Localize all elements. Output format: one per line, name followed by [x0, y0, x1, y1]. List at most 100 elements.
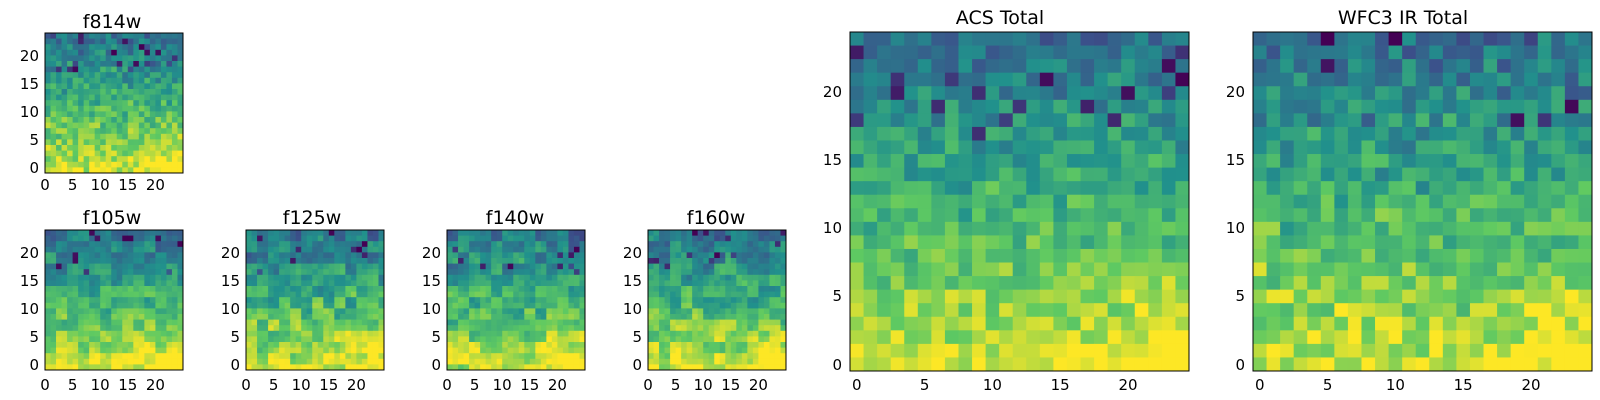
heatmap-cell — [1080, 248, 1095, 263]
heatmap-cell — [1469, 126, 1484, 141]
heatmap-cell — [284, 263, 291, 270]
heatmap-cell — [1307, 276, 1322, 291]
heatmap-cell — [301, 336, 308, 343]
x-tick-label: 10 — [1386, 376, 1405, 394]
heatmap-cell — [1510, 113, 1525, 128]
heatmap-cell — [774, 319, 781, 326]
heatmap-cell — [345, 269, 352, 276]
heatmap-cell — [1483, 140, 1498, 155]
x-tick-label: 0 — [852, 376, 862, 394]
heatmap-cell — [56, 286, 62, 292]
heatmap-cell — [1053, 86, 1068, 101]
heatmap-cell — [681, 274, 688, 281]
heatmap-cell — [45, 122, 51, 129]
heatmap-cell — [67, 61, 73, 67]
heatmap-cell — [944, 248, 959, 263]
heatmap-cell — [50, 33, 57, 39]
heatmap-cell — [1121, 72, 1136, 87]
heatmap-cell — [116, 364, 123, 371]
heatmap-cell — [133, 139, 140, 146]
heatmap-cell — [177, 89, 184, 95]
heatmap-cell — [1537, 289, 1552, 304]
heatmap-cell — [664, 353, 671, 360]
heatmap-cell — [1415, 262, 1430, 277]
y-tick-label: 20 — [1226, 83, 1245, 101]
heatmap-cell — [378, 280, 385, 287]
heatmap-cell — [1280, 86, 1295, 101]
heatmap-cell — [89, 89, 96, 95]
heatmap-cell — [890, 303, 905, 318]
heatmap-cell — [703, 342, 710, 348]
heatmap-cell — [546, 325, 553, 332]
heatmap-cell — [1161, 208, 1176, 223]
heatmap-cell — [703, 336, 710, 343]
heatmap-cell — [78, 308, 85, 315]
heatmap-cell — [562, 358, 569, 365]
y-tick-label: 15 — [20, 272, 39, 290]
heatmap-cell — [138, 150, 145, 157]
heatmap-cell — [350, 286, 357, 292]
heatmap-cell — [56, 33, 62, 39]
heatmap-cell — [1524, 45, 1539, 60]
heatmap-cell — [372, 347, 379, 354]
heatmap-cell — [122, 100, 129, 107]
heatmap-cell — [518, 274, 525, 281]
heatmap-cell — [56, 83, 62, 90]
heatmap-cell — [719, 347, 726, 354]
y-tick-label: 0 — [230, 356, 240, 374]
heatmap-cell — [78, 258, 85, 264]
heatmap-cell — [1551, 72, 1566, 87]
heatmap-cell — [469, 291, 475, 298]
heatmap-cell — [166, 314, 173, 320]
heatmap-cell — [1497, 289, 1512, 304]
heatmap-cell — [1039, 167, 1054, 182]
heatmap-cell — [568, 330, 575, 337]
heatmap-cell — [653, 336, 660, 343]
heatmap-cell — [1564, 221, 1579, 236]
heatmap-cell — [133, 117, 140, 123]
heatmap-cell — [474, 353, 481, 360]
heatmap-cell — [529, 347, 536, 354]
heatmap-cell — [111, 145, 118, 151]
heatmap-cell — [177, 325, 184, 332]
heatmap-cell — [301, 241, 308, 248]
heatmap-cell — [1161, 126, 1176, 141]
heatmap-cell — [1121, 167, 1136, 182]
heatmap-cell — [56, 133, 62, 140]
heatmap-cell — [89, 49, 96, 56]
heatmap-cell — [551, 263, 558, 270]
heatmap-cell — [1266, 343, 1281, 358]
heatmap-cell — [350, 364, 357, 371]
heatmap-cell — [67, 33, 73, 39]
heatmap-cell — [50, 55, 57, 62]
heatmap-cell — [452, 269, 459, 276]
heatmap-cell — [268, 342, 274, 348]
heatmap-cell — [675, 364, 682, 371]
heatmap-cell — [301, 263, 308, 270]
heatmap-cell — [138, 302, 145, 309]
heatmap-cell — [345, 302, 352, 309]
heatmap-cell — [551, 286, 558, 292]
heatmap-cell — [769, 280, 776, 287]
heatmap-cell — [144, 241, 151, 248]
heatmap-cell — [1578, 32, 1593, 46]
heatmap-cell — [144, 105, 151, 112]
heatmap-cell — [1510, 126, 1525, 141]
heatmap-cell — [268, 319, 274, 326]
heatmap-cell — [1080, 343, 1095, 358]
heatmap-cell — [257, 336, 263, 343]
heatmap-cell — [166, 122, 173, 129]
heatmap-cell — [877, 289, 892, 304]
heatmap-cell — [83, 274, 90, 281]
heatmap-cell — [917, 316, 932, 331]
heatmap-cell — [171, 139, 178, 146]
heatmap-cell — [692, 353, 699, 360]
x-tick-label: 15 — [520, 376, 539, 394]
heatmap-cell — [72, 314, 79, 320]
heatmap-cell — [697, 336, 704, 343]
heatmap-cell — [89, 297, 96, 304]
heatmap-cell — [1253, 276, 1267, 291]
heatmap-cell — [334, 269, 341, 276]
heatmap-cell — [1175, 113, 1190, 128]
heatmap-cell — [763, 297, 770, 304]
